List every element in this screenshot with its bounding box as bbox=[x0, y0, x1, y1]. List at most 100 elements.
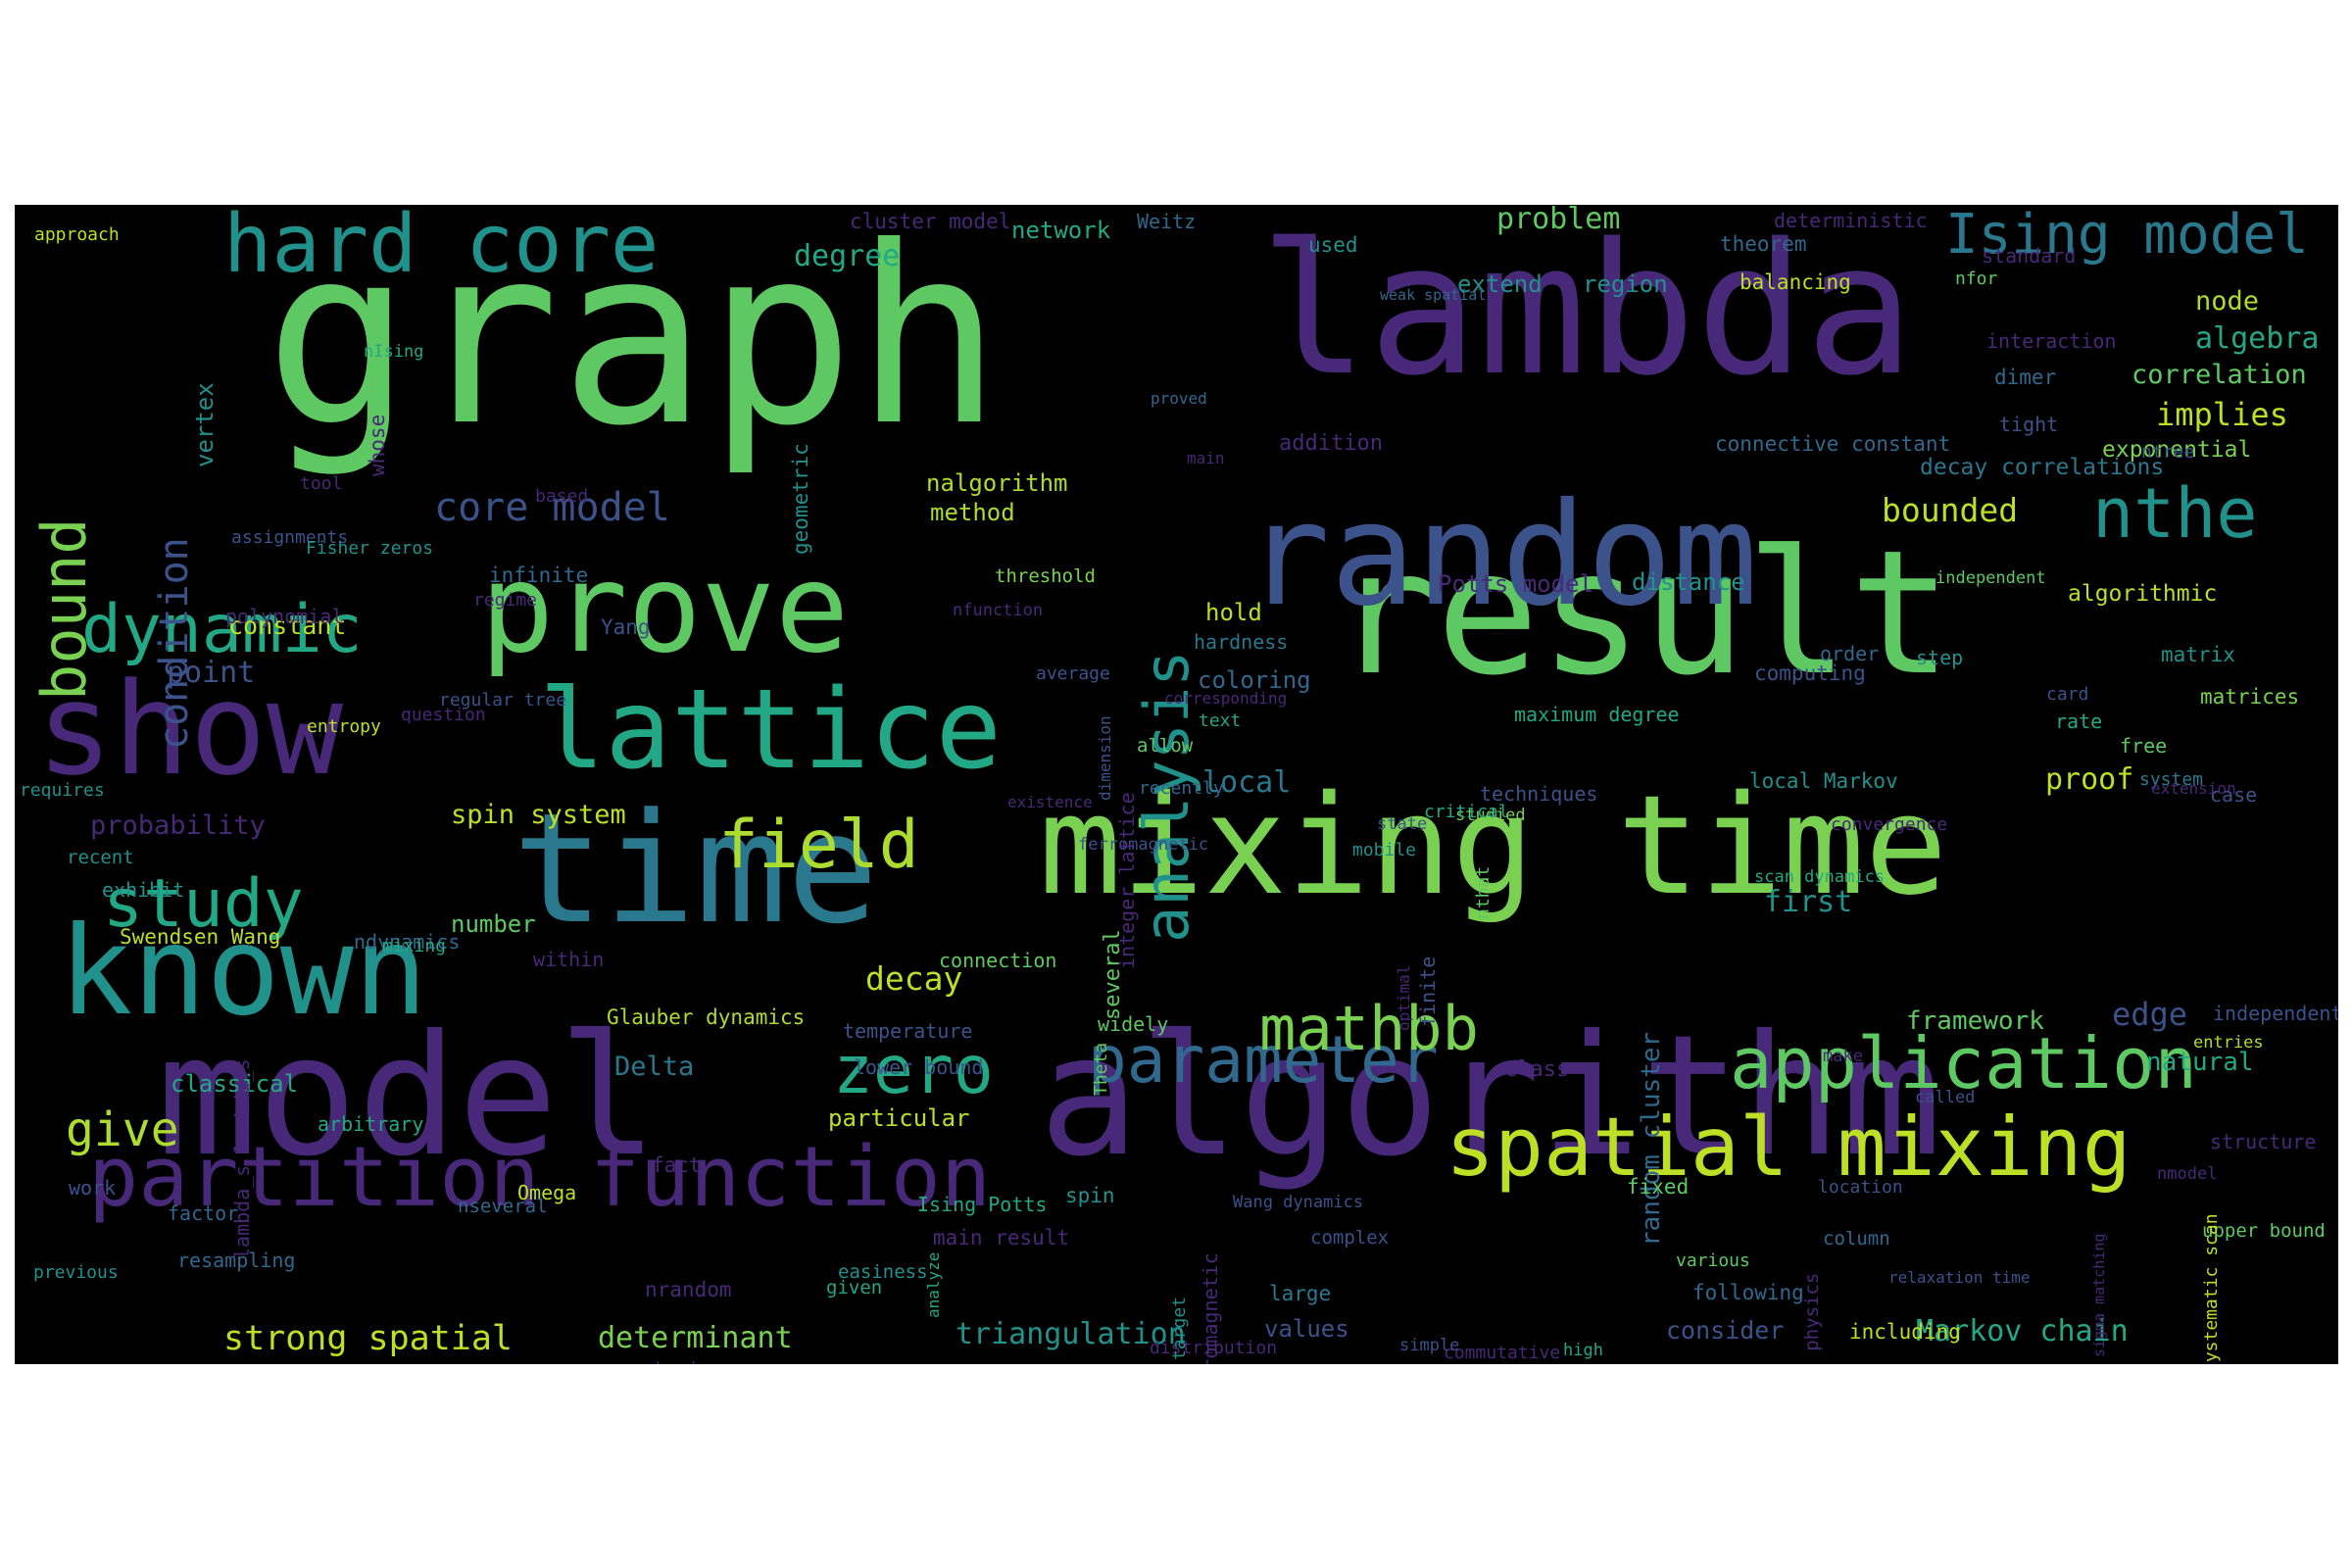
word-framework: framework bbox=[1906, 1006, 2044, 1036]
word-nthe: nthe bbox=[2092, 473, 2258, 554]
word-show: show bbox=[36, 655, 344, 804]
word-order: order bbox=[1820, 642, 1880, 665]
word-scan-dynamics: scan dynamics bbox=[1754, 867, 1886, 887]
word-interaction: interaction bbox=[1986, 329, 2117, 353]
word-tight: tight bbox=[1999, 413, 2059, 436]
word-card: card bbox=[2046, 684, 2089, 705]
word-tool: tool bbox=[300, 473, 343, 494]
word-potts-model: Potts model bbox=[1438, 570, 1593, 598]
word-location: location bbox=[1818, 1177, 1903, 1198]
word-network: network bbox=[1011, 217, 1111, 244]
word-convergence: convergence bbox=[1831, 814, 1948, 835]
word-widely: widely bbox=[1098, 1012, 1169, 1036]
word-condition: condition bbox=[152, 537, 197, 750]
word-average: average bbox=[1036, 663, 1110, 684]
word-anti-ferromagnetic: anti ferromagnetic bbox=[1199, 1252, 1222, 1364]
word-ising-model: Ising model bbox=[1945, 205, 2309, 267]
word-approach: approach bbox=[34, 224, 120, 245]
word-fisher-zeros: Fisher zeros bbox=[306, 538, 434, 559]
word-large: large bbox=[1269, 1282, 1332, 1305]
word-result: result bbox=[1333, 514, 1953, 713]
word-systematic-scan: systematic scan bbox=[2201, 1213, 2222, 1364]
word-computing: computing bbox=[1754, 662, 1866, 685]
word-matrix: matrix bbox=[2161, 643, 2235, 666]
word-resampling: resampling bbox=[177, 1249, 296, 1272]
word-model: model bbox=[157, 1000, 659, 1194]
word-column: column bbox=[1823, 1228, 1890, 1250]
word-algorithm: algorithm bbox=[1039, 1000, 1942, 1194]
word-decay-correlations: decay correlations bbox=[1920, 455, 2165, 480]
word-values: values bbox=[1264, 1315, 1349, 1343]
word-dynamic: dynamic bbox=[81, 591, 363, 668]
word-decay: decay bbox=[865, 959, 963, 998]
word-consider: consider bbox=[1666, 1316, 1785, 1345]
word-hardness: hardness bbox=[1194, 630, 1289, 654]
word-extension: extension bbox=[2151, 779, 2236, 798]
word-ntree: ntree bbox=[2141, 442, 2195, 463]
word-coloring: coloring bbox=[1198, 666, 1311, 694]
word-lattice: lattice bbox=[539, 666, 1003, 794]
word-class: class bbox=[1504, 1057, 1570, 1082]
word-give: give bbox=[66, 1102, 179, 1157]
word-whose: whose bbox=[366, 414, 389, 476]
word-swendsen-wang: Swendsen Wang bbox=[120, 925, 281, 949]
word-proved: proved bbox=[1151, 389, 1207, 408]
word-arbitrary: arbitrary bbox=[318, 1112, 424, 1136]
word-nthat: nthat bbox=[1473, 865, 1494, 919]
word-point: point bbox=[167, 656, 256, 690]
word-system: system bbox=[2139, 769, 2204, 790]
word-target: target bbox=[1169, 1296, 1190, 1360]
word-theorem: theorem bbox=[1720, 232, 1807, 256]
word-called: called bbox=[1915, 1088, 1976, 1107]
word-existence: existence bbox=[1007, 793, 1093, 811]
word-probability: probability bbox=[90, 810, 266, 841]
word-classical: classical bbox=[171, 1070, 299, 1098]
word-matrices: matrices bbox=[2200, 685, 2300, 709]
word-core-model: core model bbox=[434, 485, 670, 530]
word-allow: allow bbox=[1137, 735, 1194, 757]
word-finite: finite bbox=[1416, 956, 1440, 1027]
word-main-result: main result bbox=[933, 1226, 1070, 1250]
word-polynomial: polynomial bbox=[225, 605, 344, 628]
word-nfor: nfor bbox=[1955, 269, 1998, 289]
word-determinant: determinant bbox=[598, 1321, 793, 1355]
word-statistical-physics: statistical physics bbox=[1801, 1272, 1823, 1364]
word-connective-constant: connective constant bbox=[1715, 432, 1951, 456]
word-mixing-time: mixing time bbox=[1039, 766, 1948, 926]
word-analyze: analyze bbox=[924, 1251, 943, 1319]
word-strong-spatial: strong spatial bbox=[223, 1319, 514, 1358]
word-commutative: commutative bbox=[1444, 1343, 1561, 1363]
word-rate: rate bbox=[2055, 710, 2103, 733]
word-lambda: lambda bbox=[1259, 205, 1915, 416]
word-nrandom: nrandom bbox=[645, 1278, 732, 1301]
word-entries: entries bbox=[2193, 1033, 2264, 1053]
word-algebra: algebra bbox=[2195, 321, 2320, 356]
word-proof: proof bbox=[2045, 762, 2134, 797]
word-geometric: geometric bbox=[789, 443, 812, 556]
word-cloud: graph lambda result model algorithm mixing ti… bbox=[15, 205, 2338, 1364]
word-factor: factor bbox=[168, 1201, 239, 1225]
word-nseveral: nseveral bbox=[458, 1196, 548, 1217]
word-upper-bound: upper bound bbox=[2202, 1220, 2326, 1242]
word-recently: recently bbox=[1139, 778, 1224, 799]
word-based: based bbox=[535, 486, 589, 507]
word-nmodel: nmodel bbox=[2157, 1164, 2218, 1184]
word-problem: problem bbox=[1496, 205, 1621, 236]
word-make: make bbox=[1823, 1047, 1863, 1066]
word-parameter: parameter bbox=[1088, 1022, 1439, 1098]
word-local-markov: local Markov bbox=[1749, 769, 1898, 793]
word-recent: recent bbox=[67, 847, 134, 868]
word-dimension: dimension bbox=[1096, 715, 1114, 802]
word-independent-sets: independent sets bbox=[2213, 1002, 2338, 1025]
word-theta: Theta bbox=[1091, 1042, 1111, 1096]
word-mixing: mixing bbox=[382, 936, 447, 956]
word-infinite: infinite bbox=[489, 564, 589, 587]
word-spin: spin bbox=[1065, 1184, 1115, 1207]
word-used: used bbox=[1308, 233, 1358, 257]
word-structure: structure bbox=[2210, 1130, 2317, 1153]
word-standard: standard bbox=[1982, 244, 2077, 268]
word-yang: Yang bbox=[601, 615, 651, 639]
word-known: known bbox=[59, 901, 428, 1043]
word-bounded: bounded bbox=[1882, 491, 2019, 529]
word-field: field bbox=[718, 807, 919, 884]
